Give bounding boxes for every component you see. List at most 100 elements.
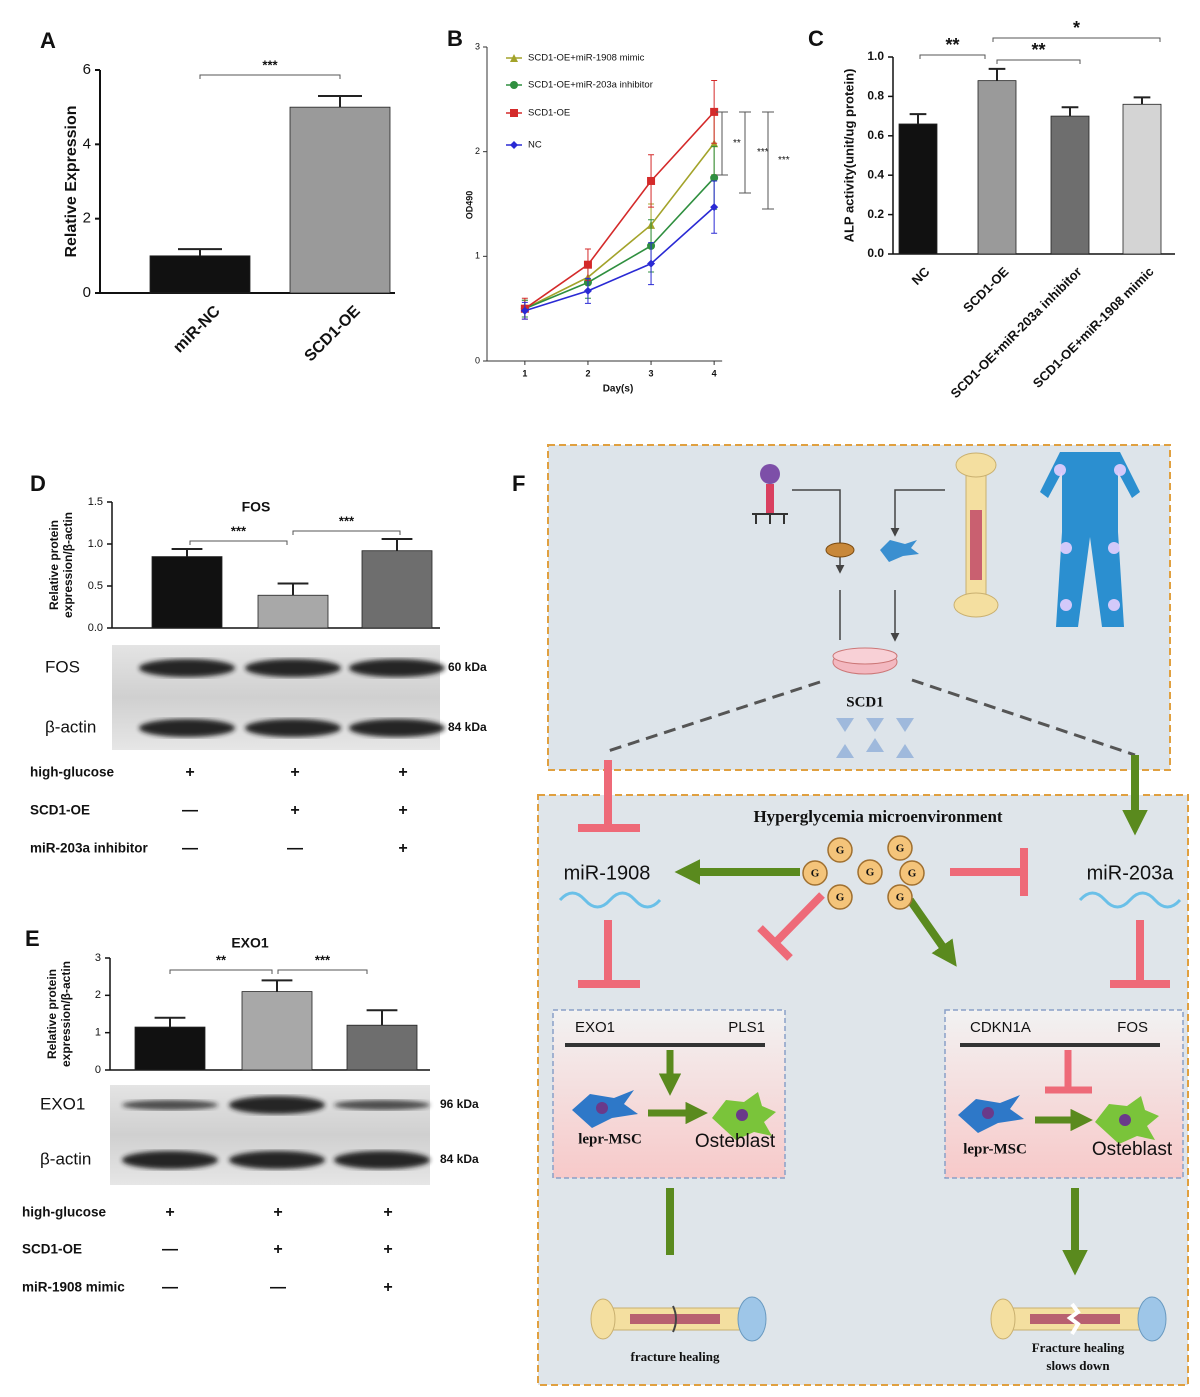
panel-label: F	[512, 471, 525, 496]
point	[710, 173, 719, 182]
y-tick-label: 0	[83, 284, 91, 301]
treatment-mark: —	[162, 1241, 178, 1258]
glucose	[887, 835, 913, 861]
glucose-label: G	[866, 867, 875, 879]
point	[583, 260, 592, 269]
significance-label: ***	[262, 57, 278, 72]
legend-label: SCD1-OE+miR-203a inhibitor	[528, 80, 653, 91]
panel-label: E	[25, 926, 40, 951]
error-bar	[318, 95, 362, 108]
significance-label: ***	[757, 147, 769, 158]
blot-size: 84 kDa	[448, 720, 487, 734]
x-tick-label: 1	[522, 368, 527, 378]
inhibit	[578, 760, 640, 832]
y-tick-label: 0	[475, 355, 480, 365]
y-tick-label: 0.2	[867, 207, 884, 221]
bar	[134, 1026, 206, 1071]
blot-label: EXO1	[40, 1094, 85, 1113]
x-tick-label: 2	[585, 368, 590, 378]
blot-label: β-actin	[40, 1149, 91, 1168]
y-tick-label: 0.6	[867, 128, 884, 142]
error-bar	[154, 1016, 186, 1028]
y-tick-label: 1.5	[88, 496, 103, 508]
arrow	[890, 489, 945, 537]
marrow	[970, 510, 982, 580]
significance-bracket	[996, 59, 1081, 64]
y-tick-label: 6	[83, 61, 91, 78]
bar	[257, 594, 329, 629]
bone-horizontal	[590, 1296, 767, 1342]
treatment-mark: +	[273, 1204, 282, 1221]
line	[524, 177, 715, 310]
y-tick-label: 3	[475, 41, 480, 51]
error-bar	[988, 67, 1006, 81]
glucose-label: G	[896, 843, 905, 855]
glucose	[827, 837, 853, 863]
blot-band	[245, 719, 341, 737]
glucose-label: G	[836, 845, 845, 857]
outcome-label: slows down	[1046, 1358, 1110, 1373]
inhibit	[578, 920, 640, 988]
y-axis-label: Relative protein	[47, 520, 61, 610]
y-axis-label: Relative protein	[45, 969, 59, 1059]
bar	[241, 991, 313, 1071]
treatment-label: high-glucose	[30, 765, 114, 780]
nucleus	[596, 1102, 608, 1114]
bar	[1050, 115, 1090, 255]
y-tick-label: 2	[83, 210, 91, 227]
significance-label: ***	[778, 155, 790, 166]
significance-bracket	[277, 969, 368, 974]
treatment-label: miR-1908 mimic	[22, 1280, 125, 1295]
arrow	[839, 590, 895, 640]
significance-label: ***	[315, 952, 331, 967]
legend-marker	[510, 54, 518, 62]
treatment-label: high-glucose	[22, 1205, 106, 1220]
error-bar	[261, 979, 293, 992]
cell	[825, 542, 855, 558]
legend-label: SCD1-OE	[528, 108, 570, 119]
mirna-label: miR-1908	[564, 862, 651, 884]
blot-size: 84 kDa	[440, 1152, 479, 1166]
y-tick-label: 0.5	[88, 580, 103, 592]
cell	[880, 540, 919, 562]
error-bar	[171, 548, 203, 557]
significance-label: *	[1073, 18, 1080, 38]
treatment-label: SCD1-OE	[30, 803, 90, 818]
treatment-mark: +	[273, 1241, 282, 1258]
significance-bracket	[292, 530, 401, 535]
blot-band	[229, 1151, 325, 1169]
y-tick-label: 0	[95, 1064, 101, 1076]
error-bar	[366, 1009, 398, 1026]
panel-label: A	[40, 28, 56, 53]
activate	[906, 897, 957, 967]
treatment-mark: +	[185, 764, 194, 781]
y-tick-label: 4	[83, 135, 91, 152]
inhibit	[1045, 1050, 1092, 1094]
blot-label: FOS	[45, 657, 80, 676]
y-axis-label: expression/β-actin	[59, 961, 73, 1067]
y-axis-label: expression/β-actin	[61, 512, 75, 618]
inner-box	[944, 1009, 1184, 1179]
inhibit	[950, 848, 1028, 896]
glucose	[899, 860, 925, 886]
x-tick-label: 3	[649, 368, 654, 378]
y-axis-label: ALP activity(unit/ug protein)	[841, 69, 856, 243]
phage-head	[760, 464, 780, 484]
mirna-label: miR-203a	[1087, 862, 1175, 884]
bar	[1122, 103, 1162, 255]
gene-label: PLS1	[728, 1019, 765, 1036]
body	[1040, 452, 1140, 627]
treatment-label: miR-203a inhibitor	[30, 841, 149, 856]
cell-label: lepr-MSC	[963, 1141, 1027, 1157]
line	[524, 206, 715, 312]
dashed-link	[604, 678, 1136, 757]
y-tick-label: 3	[95, 952, 101, 964]
line	[524, 111, 715, 310]
glucose	[802, 860, 828, 886]
bar	[977, 80, 1017, 255]
significance-bracket	[199, 74, 341, 79]
diagram: SCD1 Hyperglycemia microenvironment miR-…	[537, 444, 1189, 1386]
mirna-wave	[558, 891, 662, 909]
error-bar	[277, 582, 309, 596]
